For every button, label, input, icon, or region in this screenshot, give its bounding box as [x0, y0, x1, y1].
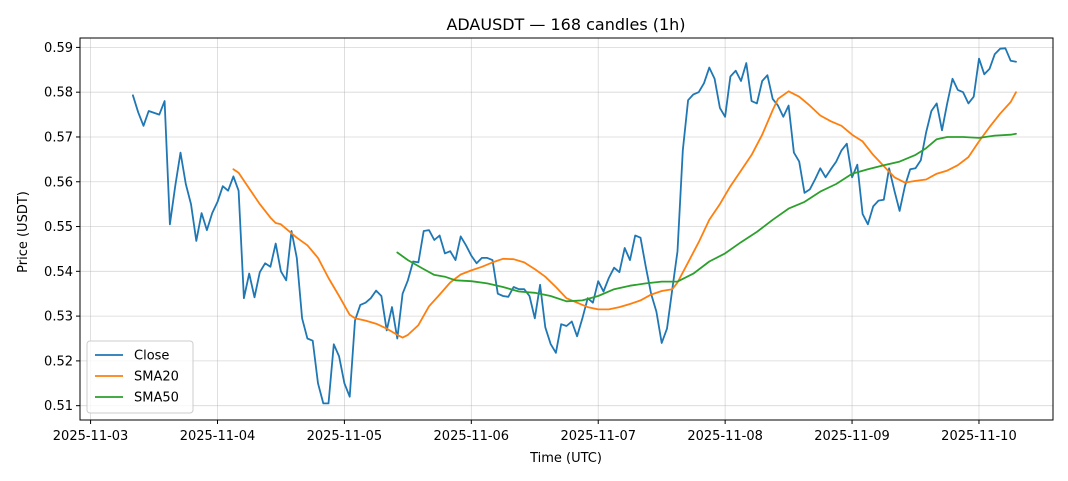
y-axis: 0.51 0.52 0.53 0.54 0.55 0.56 0.57 0.58 0.59	[44, 41, 80, 414]
x-axis: 2025-11-03 2025-11-04 2025-11-05 2025-11-06…	[53, 420, 1017, 444]
legend-box	[86, 340, 194, 414]
y-tick-label: 0.52	[44, 354, 73, 369]
x-tick-label: 2025-11-03	[53, 429, 129, 444]
plot-area	[80, 38, 1053, 420]
x-axis-label: Time (UTC)	[529, 451, 602, 466]
legend-label-sma20: SMA20	[134, 370, 179, 385]
series-lines	[132, 47, 1017, 405]
x-tick-label: 2025-11-10	[941, 429, 1017, 444]
series-line-sma50	[396, 132, 1017, 303]
y-tick-label: 0.55	[44, 220, 73, 235]
x-tick-label: 2025-11-05	[307, 429, 383, 444]
series-line-sma20	[232, 90, 1017, 339]
y-tick-label: 0.57	[44, 130, 73, 145]
y-tick-label: 0.59	[44, 41, 73, 56]
y-tick-label: 0.51	[44, 399, 73, 414]
legend: Close SMA20 SMA50	[86, 340, 194, 414]
y-tick-label: 0.56	[44, 175, 73, 190]
plot-border	[79, 37, 1054, 421]
x-tick-label: 2025-11-09	[814, 429, 890, 444]
x-tick-label: 2025-11-04	[180, 429, 256, 444]
y-tick-label: 0.54	[44, 265, 73, 280]
legend-label-sma50: SMA50	[134, 391, 179, 406]
y-tick-label: 0.53	[44, 310, 73, 325]
x-tick-label: 2025-11-08	[687, 429, 763, 444]
chart-title: ADAUSDT — 168 candles (1h)	[446, 15, 685, 34]
x-tick-label: 2025-11-06	[434, 429, 510, 444]
y-tick-label: 0.58	[44, 86, 73, 101]
y-axis-label: Price (USDT)	[16, 191, 31, 273]
x-tick-label: 2025-11-07	[560, 429, 636, 444]
series-line-close	[132, 47, 1017, 405]
legend-label-close: Close	[134, 349, 169, 364]
